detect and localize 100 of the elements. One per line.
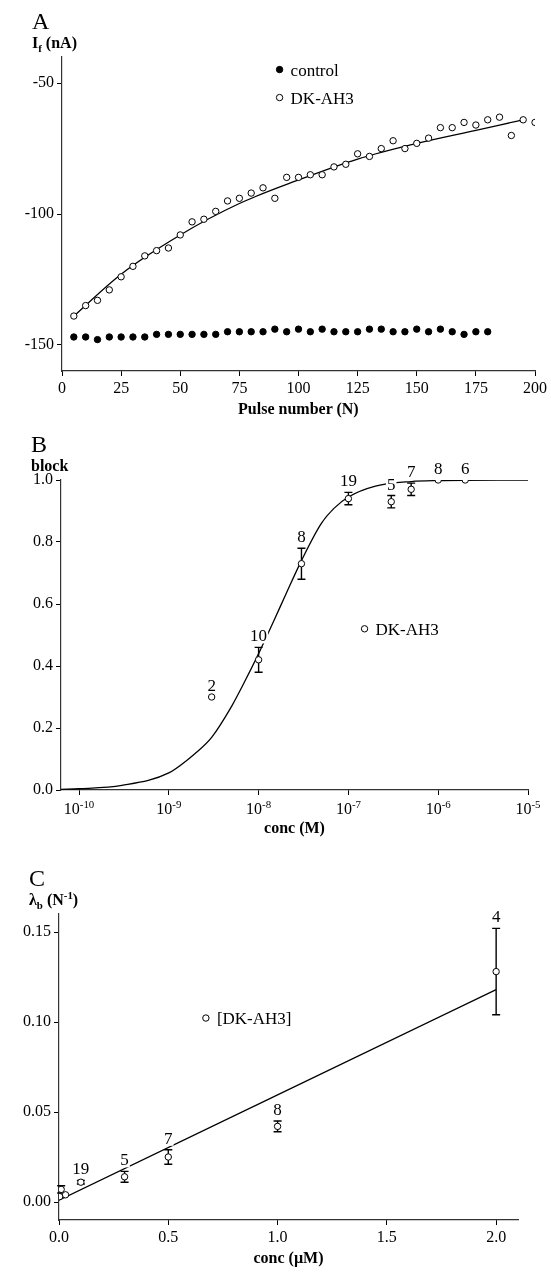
x-axis-title: conc (µM)	[253, 1249, 324, 1267]
point	[259, 184, 267, 192]
x-tick-label: 25	[113, 378, 130, 396]
annotation: 19	[72, 1159, 90, 1179]
y-tick-label: -50	[32, 73, 54, 91]
x-tick-label: 1.5	[376, 1227, 397, 1245]
point	[401, 144, 409, 153]
point	[342, 160, 350, 168]
point	[495, 113, 504, 121]
point	[235, 194, 244, 202]
point	[472, 328, 480, 336]
x-axis-title: conc (M)	[264, 819, 325, 837]
point	[389, 328, 397, 336]
point	[484, 116, 492, 124]
point	[176, 330, 184, 339]
y-tick-label: 0.15	[23, 922, 51, 940]
point	[492, 967, 500, 976]
y-tick-label: 0.0	[33, 780, 53, 798]
point	[247, 189, 255, 197]
point	[424, 328, 433, 336]
point	[436, 325, 445, 333]
point	[282, 328, 291, 336]
point	[365, 152, 374, 161]
x-tick-label: 0.0	[49, 1227, 69, 1245]
chart-title: A	[32, 8, 50, 34]
point	[507, 131, 516, 140]
point	[353, 150, 362, 158]
point	[81, 301, 90, 310]
x-tick-label: 100	[286, 378, 311, 396]
point	[105, 333, 113, 341]
point	[129, 262, 137, 271]
y-tick-label: -100	[24, 204, 54, 222]
point	[105, 286, 113, 294]
point	[436, 123, 445, 132]
point	[212, 207, 220, 216]
point	[294, 173, 303, 182]
annotation: 2	[207, 676, 216, 695]
y-tick-label: 0.4	[33, 656, 53, 674]
point	[61, 1191, 70, 1199]
annotation: 10	[250, 626, 268, 646]
annotation: 8	[297, 527, 306, 547]
y-tick-label: 0.05	[23, 1102, 51, 1120]
x-tick-label: 125	[345, 378, 370, 396]
y-tick-label: -150	[24, 335, 54, 353]
annotation: 5	[387, 474, 396, 494]
point	[472, 121, 480, 129]
y-tick-label: 0.10	[23, 1012, 51, 1030]
point	[424, 134, 433, 142]
point	[129, 333, 137, 341]
x-tick-label: 75	[231, 378, 248, 396]
x-tick-label: 175	[463, 378, 488, 396]
annotation: 19	[339, 471, 357, 491]
point	[164, 330, 173, 339]
point	[164, 244, 173, 252]
point	[389, 137, 397, 145]
x-tick-label: 1.0	[267, 1227, 288, 1245]
point	[271, 325, 279, 333]
point	[200, 215, 208, 223]
point	[117, 333, 125, 341]
point	[152, 330, 161, 339]
chart-title: B	[31, 431, 48, 457]
x-tick-label: 50	[172, 378, 189, 396]
chart-title: C	[29, 865, 46, 891]
point	[271, 194, 279, 202]
point	[413, 139, 421, 148]
point	[294, 325, 303, 333]
point	[460, 330, 468, 339]
legend-label: control	[290, 60, 340, 80]
y-tick-label: 0.2	[33, 718, 53, 736]
point	[141, 252, 149, 260]
point	[306, 328, 315, 336]
point	[460, 118, 468, 127]
point	[117, 273, 125, 281]
point	[81, 333, 90, 341]
x-tick-label: 200	[523, 378, 547, 396]
point	[93, 296, 102, 305]
point	[306, 171, 315, 179]
x-tick-label: 0	[58, 378, 66, 396]
x-tick-label: 2.0	[486, 1227, 507, 1245]
annotation: 7	[406, 462, 416, 482]
annotation: 5	[120, 1150, 129, 1170]
point	[330, 328, 338, 336]
annotation: 8	[433, 459, 443, 478]
point	[448, 123, 456, 132]
legend-label: DK-AH3	[290, 88, 354, 108]
point	[164, 1153, 172, 1161]
point	[152, 246, 161, 255]
point	[176, 231, 184, 239]
point	[247, 328, 255, 336]
annotation: 4	[491, 907, 501, 927]
point	[330, 163, 338, 171]
point	[519, 116, 527, 124]
x-tick-label: 150	[404, 378, 429, 396]
point	[200, 330, 208, 339]
annotation: 6	[460, 459, 470, 478]
point	[235, 328, 244, 336]
annotation: 7	[164, 1128, 174, 1148]
point	[377, 325, 385, 333]
point	[188, 218, 196, 226]
point	[223, 197, 232, 205]
